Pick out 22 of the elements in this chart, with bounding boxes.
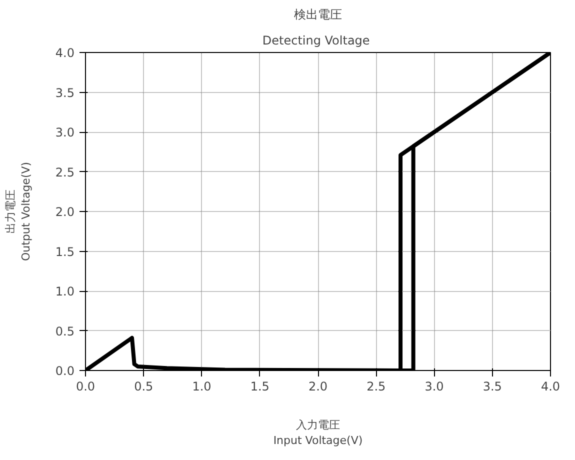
y-tick-label: 2.5 (55, 165, 75, 180)
x-tick-label: 2.5 (366, 380, 386, 394)
y-tick-label: 0.5 (55, 324, 75, 338)
y-axis-title: 出力電圧 Output Voltage(V) (4, 162, 32, 262)
x-tick-label: 2.0 (308, 380, 328, 394)
x-tick-label: 1.5 (250, 380, 270, 394)
x-tick-label: 0.5 (134, 380, 154, 394)
chart-title: 検出電圧 (294, 8, 342, 22)
x-tick-label: 3.0 (424, 380, 444, 394)
x-tick-label: 3.5 (482, 380, 502, 394)
y-tick-label: 0.0 (55, 364, 75, 378)
y-tick-label: 2.0 (55, 205, 75, 219)
y-tick-label: 1.0 (55, 284, 75, 298)
y-tick-label: 3.5 (55, 86, 75, 100)
y-tick-label: 1.5 (55, 244, 75, 259)
x-axis-title: 入力電圧 Input Voltage(V) (273, 418, 363, 448)
chart-subtitle: Detecting Voltage (262, 34, 370, 48)
y-tick-label: 3.0 (55, 126, 75, 140)
x-tick-label: 1.0 (192, 380, 212, 394)
x-tick-label: 0.0 (76, 380, 96, 394)
x-tick-label: 4.0 (540, 380, 560, 394)
y-tick-label: 4.0 (55, 46, 75, 60)
